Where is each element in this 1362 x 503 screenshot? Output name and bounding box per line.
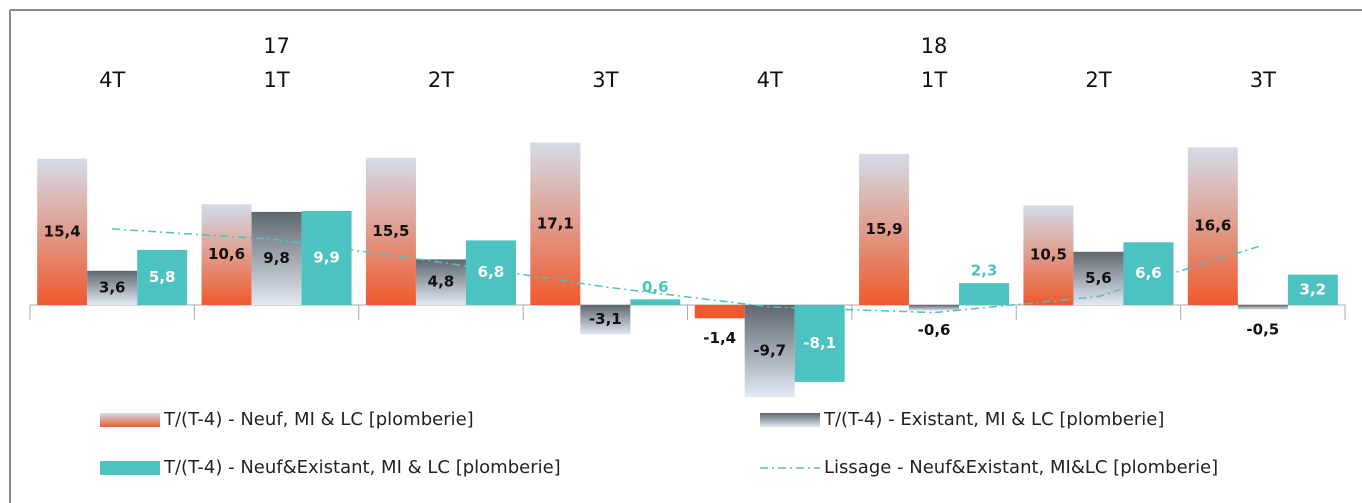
year-label: 17 (263, 34, 290, 58)
bar (630, 299, 681, 305)
bar (530, 142, 581, 305)
bar (859, 153, 910, 305)
bar (301, 210, 352, 305)
bar (415, 259, 466, 305)
value-label: 3,2 (1300, 280, 1327, 298)
bar (365, 157, 416, 305)
value-label: 10,5 (1030, 246, 1067, 264)
bar (87, 270, 138, 305)
x-tick-label: 3T (1250, 68, 1276, 92)
bar (1123, 242, 1174, 305)
value-label: 9,8 (263, 249, 290, 267)
x-tick-label: 3T (592, 68, 618, 92)
bar (1187, 147, 1238, 305)
bar (744, 305, 795, 398)
legend-swatch (760, 413, 820, 427)
x-tick-label: 1T (921, 68, 947, 92)
legend-label: T/(T-4) - Existant, MI & LC [plomberie] (823, 409, 1164, 430)
value-label: 0,6 (642, 278, 669, 296)
value-label: 2,3 (971, 262, 998, 280)
bar (37, 158, 88, 305)
value-label: -3,1 (589, 310, 622, 328)
x-tick-label: 1T (263, 68, 289, 92)
value-label: 17,1 (537, 214, 574, 232)
value-label: 10,6 (208, 245, 245, 263)
bar (580, 305, 631, 335)
bar (1237, 305, 1288, 310)
legend-label: Lissage - Neuf&Existant, MI&LC [plomberi… (824, 457, 1218, 478)
bar (201, 204, 252, 305)
value-label: 9,9 (313, 248, 340, 266)
value-label: 5,6 (1085, 269, 1112, 287)
bar (909, 305, 960, 311)
year-label: 18 (921, 34, 948, 58)
value-label: 6,6 (1135, 264, 1162, 282)
value-label: -8,1 (803, 334, 836, 352)
value-label: 6,8 (478, 263, 505, 281)
value-label: 15,9 (866, 220, 903, 238)
bar (137, 249, 188, 305)
x-tick-label: 2T (428, 68, 454, 92)
legend-swatch (100, 461, 160, 475)
bar (794, 305, 845, 382)
trend-line (112, 228, 1264, 314)
bar (1023, 205, 1074, 305)
value-label: 16,6 (1194, 217, 1231, 235)
x-tick-label: 2T (1085, 68, 1111, 92)
value-label: -0,6 (918, 321, 951, 339)
legend-label: T/(T-4) - Neuf&Existant, MI & LC [plombe… (163, 457, 561, 478)
value-label: 5,8 (149, 268, 176, 286)
legend-label: T/(T-4) - Neuf, MI & LC [plomberie] (163, 409, 474, 430)
value-label: -0,5 (1246, 320, 1279, 338)
x-tick-label: 4T (757, 68, 783, 92)
bar (1287, 274, 1338, 305)
value-label: 4,8 (428, 273, 455, 291)
value-label: 15,4 (44, 222, 81, 240)
legend-swatch (100, 413, 160, 427)
bar (694, 305, 745, 319)
bar (959, 283, 1010, 305)
value-label: 15,5 (372, 222, 409, 240)
value-label: -1,4 (703, 329, 736, 347)
value-label: -9,7 (753, 342, 786, 360)
bar (251, 211, 302, 305)
value-label: 3,6 (99, 278, 126, 296)
x-tick-label: 4T (99, 68, 125, 92)
